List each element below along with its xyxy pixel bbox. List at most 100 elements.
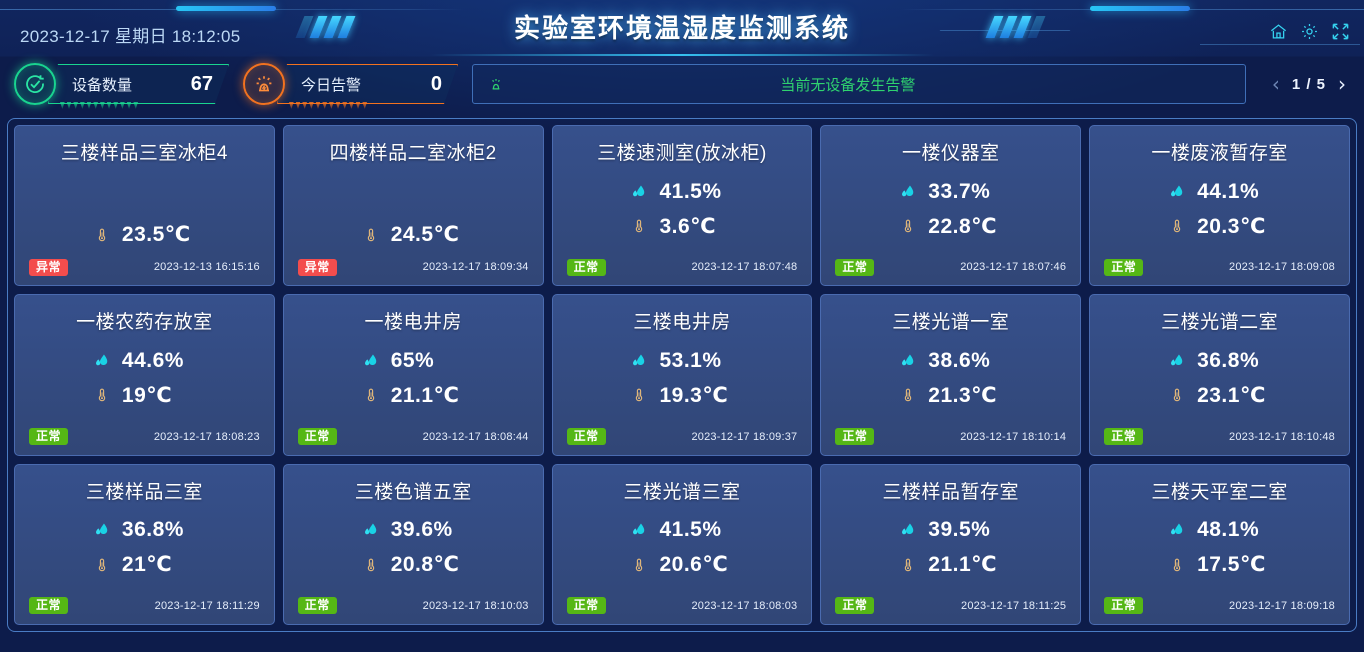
- thermometer-icon: [630, 554, 648, 576]
- last-update-time: 2023-12-17 18:10:14: [960, 430, 1067, 443]
- fullscreen-icon[interactable]: [1331, 22, 1350, 41]
- humidity-reading: 53.1%: [567, 349, 798, 373]
- device-card-10[interactable]: 三楼光谱二室 36.8%: [1089, 294, 1350, 456]
- summary-bar: 设备数量 67 今日告警 0: [0, 56, 1364, 112]
- humidity-droplet-icon: [1168, 519, 1186, 541]
- humidity-droplet-icon: [630, 519, 648, 541]
- temperature-reading: 17.5℃: [1104, 552, 1335, 577]
- next-page-button[interactable]: ›: [1338, 72, 1346, 96]
- temperature-value: 21.1℃: [390, 383, 460, 407]
- device-card-13[interactable]: 三楼光谱三室 41.5%: [551, 463, 813, 625]
- humidity-value: 44.1%: [1197, 179, 1260, 203]
- temperature-value: 21℃: [121, 553, 173, 577]
- humidity-reading: 36.8%: [29, 518, 260, 542]
- app-header: 2023-12-17 星期日 18:12:05 实验室环境温湿度监测系统: [0, 0, 1364, 56]
- temperature-reading: 3.6℃: [567, 214, 798, 239]
- thermometer-icon: [899, 384, 917, 406]
- device-card-12[interactable]: 三楼色谱五室 39.6%: [282, 463, 544, 625]
- temperature-value: 23.5℃: [121, 223, 191, 247]
- device-card-8[interactable]: 三楼电井房 53.1% 1: [551, 294, 813, 456]
- device-footer: 正常 2023-12-17 18:08:44: [297, 427, 529, 447]
- thermometer-icon: [362, 384, 380, 406]
- temperature-value: 23.1℃: [1197, 383, 1266, 407]
- humidity-reading: 39.6%: [298, 518, 529, 542]
- temperature-value: 20.3℃: [1197, 214, 1266, 238]
- alarm-status-text: 当前无设备发生告警: [780, 76, 916, 94]
- device-readings: 44.1% 20.3℃: [1104, 165, 1335, 257]
- humidity-droplet-icon: [899, 181, 917, 203]
- thermometer-icon: [1168, 384, 1186, 406]
- thermometer-icon: [899, 554, 917, 576]
- device-card-2[interactable]: 四楼样品二室冰柜2 24.5℃ 异常 2023-12-17 18:09:34: [282, 125, 544, 287]
- status-badge: 正常: [566, 258, 606, 276]
- humidity-value: 33.7%: [928, 179, 991, 203]
- status-badge: 正常: [1104, 258, 1144, 276]
- humidity-droplet-icon: [93, 350, 111, 372]
- temperature-value: 19.3℃: [659, 383, 729, 407]
- device-card-15[interactable]: 三楼天平室二室 48.1%: [1089, 463, 1350, 625]
- last-update-time: 2023-12-17 18:09:08: [1229, 261, 1335, 274]
- pagination: ‹ 1 / 5 ›: [1260, 74, 1350, 94]
- humidity-droplet-icon: [362, 350, 380, 372]
- device-footer: 正常 2023-12-17 18:08:23: [29, 427, 260, 447]
- device-readings: 48.1% 17.5℃: [1104, 504, 1335, 596]
- device-name: 一楼废液暂存室: [1151, 143, 1288, 164]
- header-hairline: [0, 9, 1364, 10]
- humidity-value: 65%: [390, 348, 435, 372]
- thermometer-icon: [362, 224, 380, 246]
- temperature-value: 3.6℃: [659, 214, 717, 238]
- device-card-6[interactable]: 一楼农药存放室 44.6%: [14, 294, 275, 456]
- status-badge: 正常: [1104, 428, 1144, 446]
- alarm-status-bar: 当前无设备发生告警: [472, 64, 1246, 104]
- device-name: 三楼电井房: [633, 312, 731, 334]
- last-update-time: 2023-12-17 18:09:34: [422, 261, 529, 274]
- device-card-7[interactable]: 一楼电井房 65% 21.: [282, 294, 544, 456]
- last-update-time: 2023-12-17 18:08:03: [691, 599, 798, 612]
- device-card-14[interactable]: 三楼样品暂存室 39.5%: [820, 463, 1082, 625]
- device-grid: 三楼样品三室冰柜4 23.5℃ 异常 2023-12-13 16:15:16 四…: [14, 125, 1350, 625]
- temperature-value: 20.8℃: [390, 553, 460, 577]
- humidity-value: 48.1%: [1197, 518, 1260, 542]
- device-name: 三楼光谱一室: [892, 312, 1010, 334]
- home-icon[interactable]: [1269, 22, 1288, 41]
- status-badge: 正常: [297, 428, 337, 446]
- temperature-reading: 20.8℃: [298, 552, 529, 577]
- device-card-5[interactable]: 一楼废液暂存室 44.1%: [1089, 125, 1350, 287]
- device-footer: 正常 2023-12-17 18:09:18: [1104, 596, 1335, 616]
- stat-label: 今日告警: [301, 76, 362, 94]
- temperature-reading: 19℃: [29, 383, 260, 408]
- device-readings: 38.6% 21.3℃: [835, 334, 1066, 426]
- device-card-11[interactable]: 三楼样品三室 36.8%: [14, 463, 275, 625]
- device-name: 一楼农药存放室: [76, 312, 213, 334]
- stat-today-alarms-panel: 今日告警 0: [277, 64, 458, 104]
- temperature-value: 21.1℃: [928, 553, 998, 577]
- device-card-9[interactable]: 三楼光谱一室 38.6%: [820, 294, 1082, 456]
- temperature-value: 20.6℃: [659, 553, 729, 577]
- thermometer-icon: [630, 384, 648, 406]
- humidity-value: 44.6%: [121, 348, 184, 372]
- last-update-time: 2023-12-17 18:11:25: [961, 599, 1067, 612]
- device-card-3[interactable]: 三楼速测室(放冰柜) 41.5%: [551, 125, 813, 287]
- gear-icon[interactable]: [1300, 22, 1319, 41]
- device-name: 一楼仪器室: [902, 143, 1000, 164]
- prev-page-button[interactable]: ‹: [1271, 72, 1280, 96]
- humidity-value: 41.5%: [659, 518, 722, 542]
- device-footer: 正常 2023-12-17 18:11:25: [835, 596, 1066, 616]
- device-footer: 正常 2023-12-17 18:07:46: [835, 257, 1066, 277]
- device-card-4[interactable]: 一楼仪器室 33.7% 2: [820, 125, 1082, 287]
- humidity-droplet-icon: [1168, 181, 1186, 203]
- device-readings: 23.5℃: [29, 165, 260, 257]
- temperature-reading: 19.3℃: [567, 383, 798, 408]
- device-footer: 正常 2023-12-17 18:10:03: [297, 596, 529, 616]
- temperature-reading: 21℃: [29, 552, 260, 577]
- humidity-reading: 36.8%: [1104, 349, 1335, 373]
- device-readings: 24.5℃: [298, 165, 529, 257]
- humidity-droplet-icon: [899, 350, 917, 372]
- device-card-1[interactable]: 三楼样品三室冰柜4 23.5℃ 异常 2023-12-13 16:15:16: [14, 125, 275, 287]
- device-readings: 41.5% 3.6℃: [567, 165, 798, 257]
- device-footer: 异常 2023-12-17 18:09:34: [297, 257, 529, 277]
- temperature-value: 21.3℃: [928, 383, 998, 407]
- device-name: 三楼样品三室: [85, 481, 203, 503]
- thermometer-icon: [93, 384, 111, 406]
- stat-device-count-panel: 设备数量 67: [48, 64, 229, 104]
